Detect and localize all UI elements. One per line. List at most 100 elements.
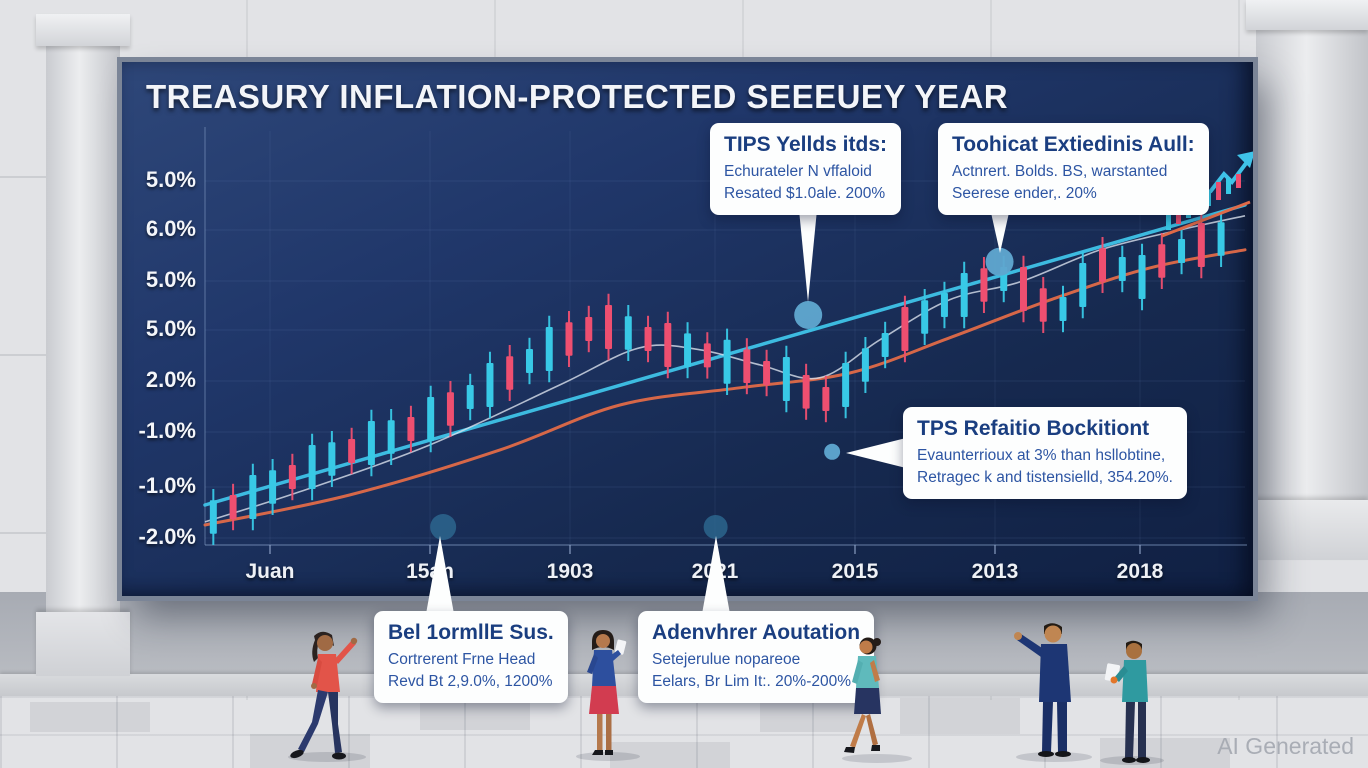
candle-body (1138, 255, 1146, 299)
callout-line: Echurateler N vffaloid (724, 163, 872, 180)
person-woman-walking (844, 637, 881, 753)
callout-adenvhrer: Adenvhrer Aoutation Setejerulue nopareoe… (638, 611, 875, 704)
chart-marker-ring (430, 514, 457, 540)
candle-body (842, 363, 850, 407)
callout-title: TPS Refaitio Bockitiont (917, 417, 1150, 440)
right-pillar (1246, 0, 1368, 560)
y-tick-label: -2.0% (138, 524, 196, 549)
candle-body (940, 293, 948, 317)
candle-body (1059, 297, 1067, 321)
candle-body (703, 343, 711, 368)
candle-body (387, 420, 395, 454)
candle-body (308, 445, 316, 489)
billboard-screen: TREASURY INFLATION-PROTECTED SEEEUEY YEA… (122, 62, 1253, 596)
candle-body (644, 327, 652, 351)
candle-body (980, 268, 988, 302)
chart-marker-ring (703, 515, 728, 539)
candle-body (763, 361, 771, 385)
chart-marker-dot (794, 301, 823, 329)
callout-title: Adenvhrer Aoutation (652, 621, 861, 644)
candle-body (1197, 223, 1205, 267)
y-tick-label: -1.0% (138, 418, 196, 443)
x-tick-label: 1903 (546, 560, 594, 583)
candle-body (269, 470, 277, 504)
candle-body (545, 327, 553, 371)
ai-generated-watermark: AI Generated (1217, 733, 1354, 759)
chart-title: TREASURY INFLATION-PROTECTED SEEEUEY YEA… (146, 78, 1009, 115)
candle-body (209, 500, 217, 534)
candle-body (684, 333, 692, 367)
candle-body (1118, 257, 1126, 281)
chart-marker-dot (824, 443, 841, 460)
candle-body (229, 495, 237, 519)
candle-body (822, 387, 830, 411)
candle-body (348, 439, 356, 463)
candle-body (1019, 267, 1027, 311)
candle-body (288, 465, 296, 489)
callout-title: TIPS Yellds itds: (724, 133, 887, 156)
candle-body (1079, 263, 1087, 307)
candle-body (407, 417, 415, 441)
candle-body (506, 356, 514, 390)
callout-line: Setejerulue nopareoe (652, 651, 801, 668)
callout-line: Evaunterrioux at 3% than hsllobtine, (917, 447, 1166, 464)
candle-body (782, 357, 790, 401)
callout-line: Cortrerent Frne Head (388, 651, 536, 668)
candle-body (881, 333, 889, 357)
candle-body (585, 317, 593, 341)
callout-line: Eelars, Br Lim It:. 20%-200% (652, 672, 851, 690)
candle-body (664, 323, 672, 367)
candle-body (1039, 288, 1047, 322)
person-man-with-tablet (1104, 640, 1150, 763)
candle-body (802, 375, 810, 409)
candle-body (427, 397, 435, 441)
x-tick-label: 2015 (831, 560, 879, 583)
moving-average-line (204, 215, 1246, 523)
candle-body (1158, 244, 1166, 278)
candle-body (446, 392, 454, 426)
callout-bel-tormlle: Bel 1ormllE Sus. Cortrerent Frne Head Re… (374, 611, 568, 704)
callout-line: Revd Bt 2,9.0%, 1200% (388, 672, 553, 690)
callout-tps-refaitio: TPS Refaitio Bockitiont Evaunterrioux at… (903, 407, 1187, 500)
candle-body (565, 322, 573, 356)
candle-body (624, 316, 632, 350)
candle-body (1178, 239, 1186, 263)
candle-body (1217, 222, 1225, 256)
candle-body (466, 385, 474, 409)
callout-line: Retragec k and tistensielld, 354.20%. (917, 468, 1173, 486)
candle-body (723, 339, 731, 384)
left-pillar (36, 14, 130, 676)
person-man-in-suit-gesturing (1014, 623, 1071, 757)
candle-body (249, 475, 257, 519)
person-woman-pointing (290, 631, 358, 760)
y-tick-label: 6.0% (145, 216, 196, 241)
candle-body (486, 363, 494, 407)
candlestick-chart (203, 127, 1247, 554)
candle-body (605, 305, 613, 349)
candle-body (743, 349, 751, 383)
y-tick-label: 5.0% (145, 267, 196, 292)
y-tick-label: 5.0% (145, 316, 196, 341)
y-tick-label: 5.0% (145, 167, 196, 192)
callout-line: Resated $1.0ale. 200% (724, 184, 886, 202)
y-tick-label: -1.0% (138, 473, 196, 498)
x-tick-label: 2013 (971, 560, 1019, 583)
candle-body (921, 300, 929, 334)
candle-body (367, 421, 375, 465)
callout-line: Seerese ender,. 20% (952, 184, 1097, 202)
callout-tips-yields: TIPS Yellds itds: Echurateler N vffaloid… (710, 123, 901, 216)
callout-toohicat: Toohicat Extiedinis Aull: Actnrert. Bold… (938, 123, 1209, 216)
candle-body (861, 348, 869, 382)
x-tick-label: 2018 (1116, 560, 1164, 583)
y-tick-label: 2.0% (145, 367, 196, 392)
candle-body (960, 273, 968, 317)
candle-body (525, 349, 533, 373)
callout-title: Toohicat Extiedinis Aull: (952, 133, 1195, 156)
callout-title: Bel 1ormllE Sus. (388, 621, 554, 644)
candle-body (1099, 248, 1107, 282)
person-woman-with-phone (587, 630, 627, 755)
callout-line: Actnrert. Bolds. BS, warstanted (952, 163, 1168, 180)
chart-marker-dot (985, 247, 1014, 276)
x-tick-label: Juan (245, 560, 295, 583)
